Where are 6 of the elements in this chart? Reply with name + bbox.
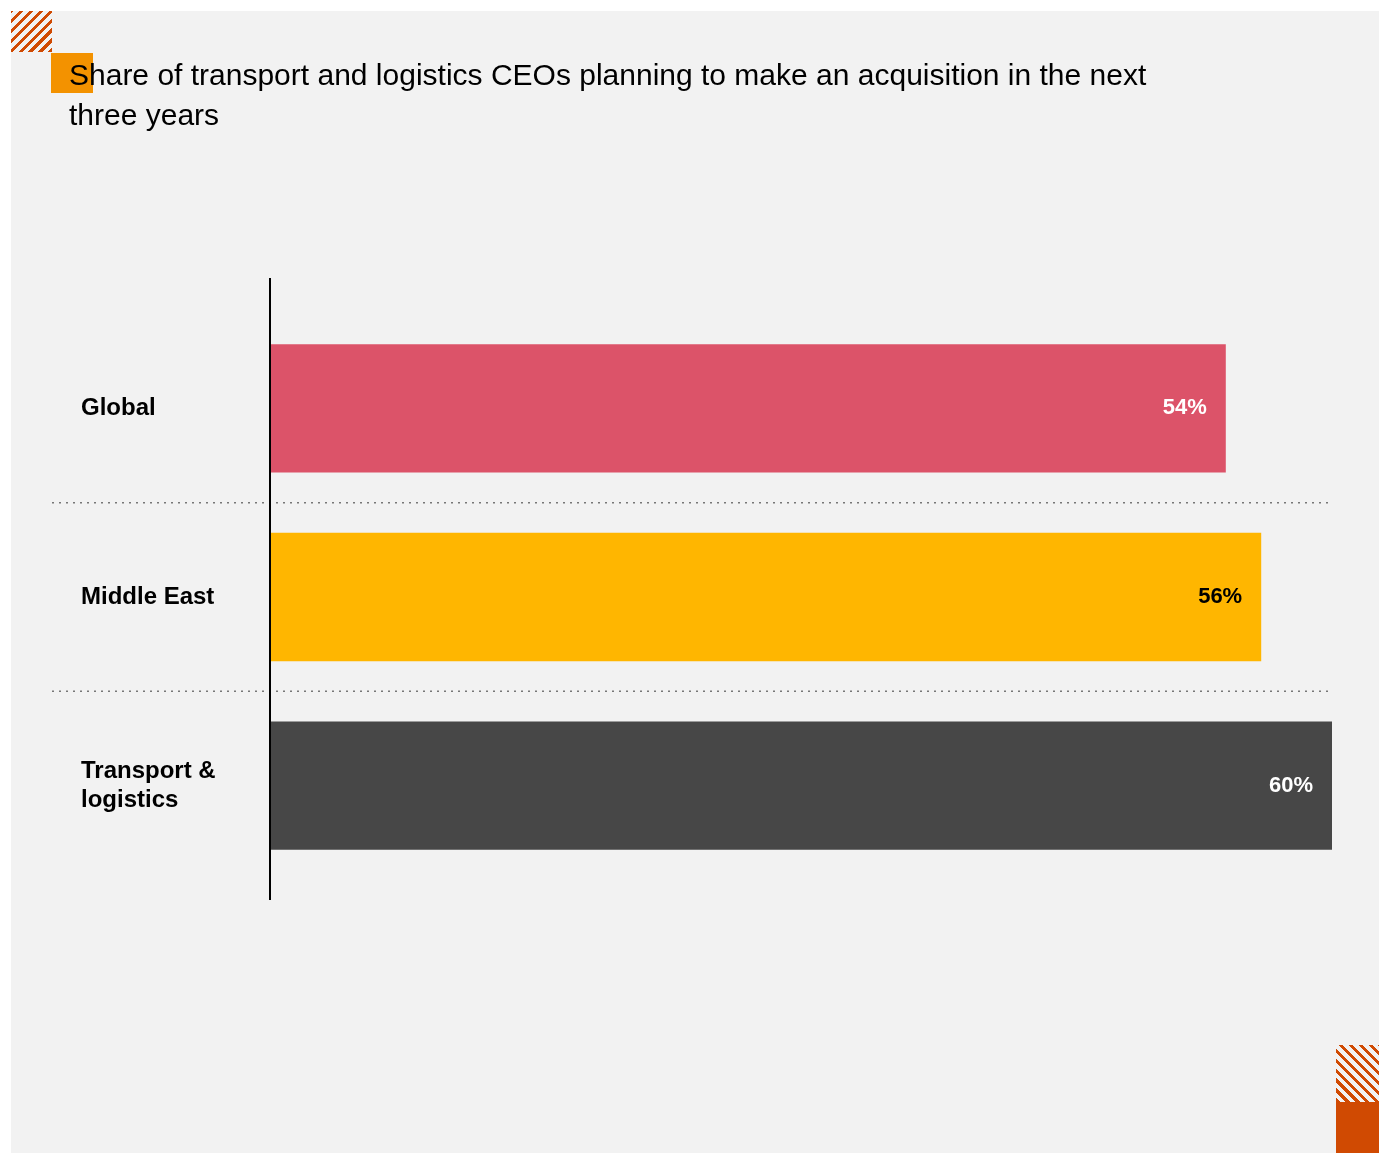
- y-tick-label: Global: [81, 392, 156, 420]
- y-tick-label: Transport & logistics: [81, 755, 216, 812]
- y-tick-label: Middle East: [81, 581, 215, 609]
- data-label: 56%: [1198, 583, 1243, 609]
- data-label: 54%: [1162, 394, 1207, 420]
- data-label: 60%: [1268, 771, 1313, 797]
